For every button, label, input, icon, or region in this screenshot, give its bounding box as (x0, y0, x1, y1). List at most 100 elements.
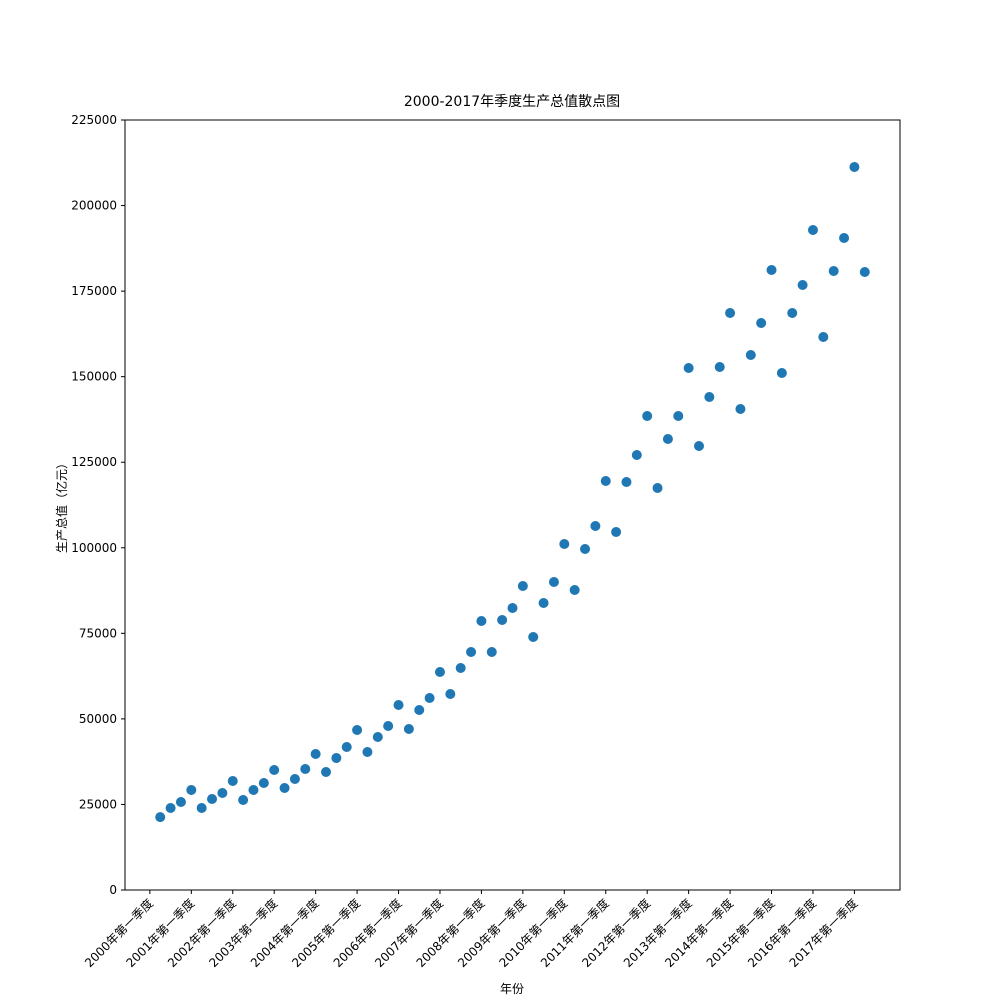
point (766, 264, 777, 275)
point (186, 785, 197, 796)
y-tick-label: 150000 (71, 370, 117, 384)
point (424, 693, 435, 704)
point (238, 794, 249, 805)
point (466, 646, 477, 657)
x-tick-label: 2016年第一季度 (744, 896, 819, 971)
point (538, 598, 549, 609)
point (362, 747, 373, 758)
point (631, 450, 642, 461)
y-tick-label: 25000 (79, 797, 117, 811)
point (590, 521, 601, 532)
x-tick-label: 2012年第一季度 (579, 896, 654, 971)
plot-frame (124, 119, 901, 891)
point (258, 777, 269, 788)
point (559, 539, 570, 550)
point (580, 544, 591, 555)
point (310, 749, 321, 760)
point (745, 350, 756, 361)
point (165, 803, 176, 814)
y-tick-label: 50000 (79, 712, 117, 726)
point (725, 308, 736, 319)
point (507, 603, 518, 614)
x-tick-label: 2009年第一季度 (454, 896, 529, 971)
point (476, 616, 487, 627)
x-tick-label: 2004年第一季度 (247, 896, 322, 971)
point (403, 723, 414, 734)
point (341, 741, 352, 752)
point (175, 797, 186, 808)
point (818, 332, 829, 343)
x-tick-label: 2010年第一季度 (496, 896, 571, 971)
y-tick-label: 125000 (71, 455, 117, 469)
x-tick-label: 2014年第一季度 (662, 896, 737, 971)
point (486, 646, 497, 657)
chart-title: 2000-2017年季度生产总值散点图 (404, 94, 620, 110)
point (517, 581, 528, 592)
point (652, 482, 663, 493)
point (227, 776, 238, 787)
x-tick-label: 2006年第一季度 (330, 896, 405, 971)
point (673, 410, 684, 421)
point (414, 704, 425, 715)
x-tick-label: 2011年第一季度 (537, 896, 612, 971)
x-tick-label: 2013年第一季度 (620, 896, 695, 971)
point (321, 767, 332, 778)
point (714, 362, 725, 373)
point (352, 725, 363, 736)
point (497, 614, 508, 625)
x-axis-label: 年份 (500, 982, 524, 996)
point (196, 803, 207, 814)
point (828, 265, 839, 276)
point (217, 788, 228, 799)
x-tick-label: 2008年第一季度 (413, 896, 488, 971)
x-tick-label: 2017年第一季度 (786, 896, 861, 971)
point (797, 279, 808, 290)
point (289, 774, 300, 785)
point (279, 783, 290, 794)
point (787, 308, 798, 319)
x-tick-label: 2003年第一季度 (206, 896, 281, 971)
point (383, 721, 394, 732)
point (528, 631, 539, 642)
y-tick-label: 75000 (79, 626, 117, 640)
point (839, 232, 850, 243)
point (611, 527, 622, 538)
point (331, 753, 342, 764)
y-tick-label: 225000 (71, 113, 117, 127)
point (155, 812, 166, 823)
point (735, 404, 746, 415)
y-axis-label: 生产总值（亿元） (54, 457, 69, 553)
x-tick-label: 2002年第一季度 (164, 896, 239, 971)
point (683, 363, 694, 374)
point (807, 224, 818, 235)
point (393, 699, 404, 710)
y-tick-label: 100000 (71, 541, 117, 555)
point (455, 663, 466, 674)
x-tick-label: 2005年第一季度 (289, 896, 364, 971)
point (642, 410, 653, 421)
y-tick-label: 0 (109, 883, 117, 897)
point (704, 391, 715, 402)
x-tick-label: 2000年第一季度 (81, 896, 156, 971)
point (849, 161, 860, 172)
point (600, 476, 611, 487)
point (776, 368, 787, 379)
point (693, 441, 704, 452)
x-tick-label: 2001年第一季度 (123, 896, 198, 971)
point (859, 267, 870, 278)
point (548, 577, 559, 587)
point (434, 667, 445, 678)
point (445, 689, 456, 700)
point (248, 785, 259, 796)
x-tick-label: 2015年第一季度 (703, 896, 778, 971)
y-tick-label: 200000 (71, 199, 117, 213)
point (662, 433, 673, 444)
point (207, 794, 218, 805)
y-tick-label: 175000 (71, 284, 117, 298)
point (756, 318, 767, 329)
point (300, 763, 311, 774)
point (269, 765, 280, 776)
x-tick-label: 2007年第一季度 (371, 896, 446, 971)
point (569, 585, 580, 596)
